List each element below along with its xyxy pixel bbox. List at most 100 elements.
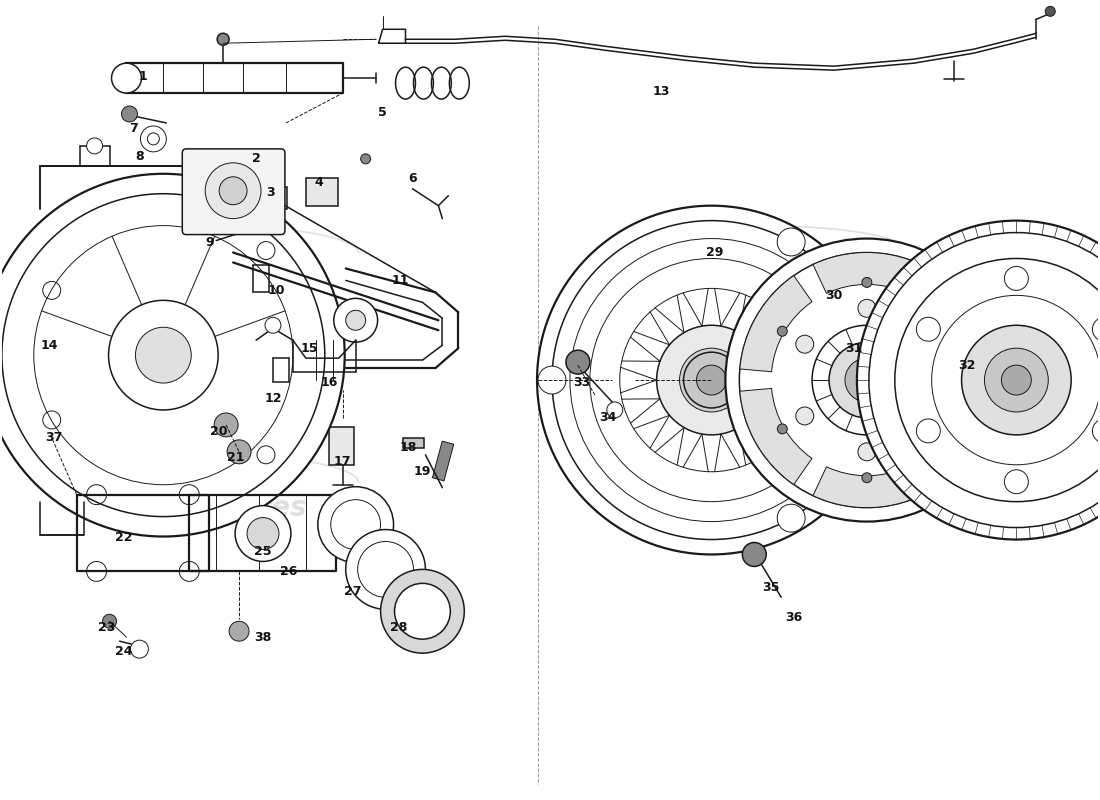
- Circle shape: [821, 298, 834, 312]
- Text: 36: 36: [785, 610, 803, 624]
- Circle shape: [34, 226, 293, 485]
- Text: 30: 30: [825, 289, 843, 302]
- Circle shape: [1045, 6, 1055, 16]
- Circle shape: [135, 327, 191, 383]
- Circle shape: [229, 622, 249, 641]
- Text: 37: 37: [45, 431, 63, 444]
- Circle shape: [345, 310, 365, 330]
- Text: 7: 7: [129, 122, 138, 135]
- Circle shape: [862, 473, 872, 482]
- Text: 11: 11: [392, 274, 409, 287]
- Text: eurospares: eurospares: [683, 265, 859, 293]
- Text: 23: 23: [98, 621, 116, 634]
- Text: 4: 4: [315, 176, 323, 190]
- Circle shape: [680, 348, 744, 412]
- Circle shape: [318, 486, 394, 562]
- Wedge shape: [740, 275, 812, 372]
- Circle shape: [961, 326, 1071, 435]
- Circle shape: [235, 506, 290, 562]
- Circle shape: [1001, 365, 1032, 395]
- Circle shape: [894, 258, 1100, 502]
- Circle shape: [946, 424, 957, 434]
- Circle shape: [946, 326, 957, 336]
- Circle shape: [219, 177, 248, 205]
- Text: 16: 16: [320, 375, 338, 389]
- Circle shape: [570, 238, 852, 522]
- Text: 24: 24: [114, 645, 132, 658]
- Circle shape: [778, 504, 805, 532]
- Text: 28: 28: [389, 621, 407, 634]
- Circle shape: [131, 640, 149, 658]
- Circle shape: [857, 221, 1100, 539]
- Text: 9: 9: [205, 236, 213, 249]
- Circle shape: [739, 253, 994, 508]
- Circle shape: [845, 358, 889, 402]
- Text: 6: 6: [408, 172, 417, 186]
- Circle shape: [552, 221, 871, 539]
- Circle shape: [227, 440, 251, 464]
- Circle shape: [1092, 419, 1100, 443]
- Text: 2: 2: [252, 152, 261, 166]
- Circle shape: [725, 238, 1009, 522]
- Circle shape: [361, 154, 371, 164]
- Circle shape: [331, 500, 381, 550]
- Text: 22: 22: [114, 531, 132, 544]
- Bar: [432, 441, 454, 481]
- Circle shape: [804, 266, 824, 286]
- Text: eurospares: eurospares: [131, 265, 307, 293]
- Text: 5: 5: [378, 106, 387, 119]
- Circle shape: [1004, 266, 1028, 290]
- Wedge shape: [922, 275, 994, 372]
- Text: eurospares: eurospares: [683, 494, 859, 522]
- Text: 8: 8: [135, 150, 144, 163]
- Text: 15: 15: [300, 342, 318, 354]
- Circle shape: [109, 300, 218, 410]
- Circle shape: [812, 326, 922, 435]
- Text: 32: 32: [958, 358, 976, 372]
- Circle shape: [829, 342, 905, 418]
- Wedge shape: [813, 253, 921, 294]
- Circle shape: [1004, 470, 1028, 494]
- Circle shape: [265, 318, 280, 334]
- Circle shape: [916, 419, 940, 443]
- Bar: [306, 178, 338, 206]
- Circle shape: [2, 194, 324, 517]
- Circle shape: [381, 570, 464, 653]
- Text: 13: 13: [653, 85, 670, 98]
- Text: 29: 29: [706, 246, 723, 259]
- Circle shape: [862, 278, 872, 287]
- Circle shape: [795, 407, 814, 425]
- Text: 3: 3: [266, 186, 275, 199]
- Circle shape: [358, 542, 414, 598]
- Circle shape: [795, 335, 814, 353]
- Text: 10: 10: [267, 284, 285, 297]
- Text: 35: 35: [762, 581, 780, 594]
- Circle shape: [217, 34, 229, 46]
- Circle shape: [869, 233, 1100, 527]
- Text: 20: 20: [210, 426, 228, 438]
- Circle shape: [565, 350, 590, 374]
- Circle shape: [778, 228, 805, 256]
- Circle shape: [657, 326, 767, 435]
- Circle shape: [742, 542, 767, 566]
- Circle shape: [696, 365, 726, 395]
- Text: 38: 38: [254, 630, 272, 644]
- Circle shape: [683, 352, 739, 408]
- Text: eurospares: eurospares: [131, 494, 307, 522]
- Text: 14: 14: [41, 338, 58, 352]
- Wedge shape: [922, 389, 994, 485]
- Text: 18: 18: [399, 442, 417, 454]
- Circle shape: [607, 402, 623, 418]
- Circle shape: [333, 298, 377, 342]
- Text: 21: 21: [228, 451, 245, 464]
- Circle shape: [920, 335, 938, 353]
- Circle shape: [121, 106, 138, 122]
- Text: 12: 12: [264, 391, 282, 405]
- Text: 17: 17: [334, 455, 352, 468]
- Text: 34: 34: [600, 411, 616, 425]
- Circle shape: [537, 206, 886, 554]
- Wedge shape: [813, 466, 921, 508]
- Circle shape: [102, 614, 117, 628]
- Text: 33: 33: [573, 375, 591, 389]
- Wedge shape: [740, 389, 812, 485]
